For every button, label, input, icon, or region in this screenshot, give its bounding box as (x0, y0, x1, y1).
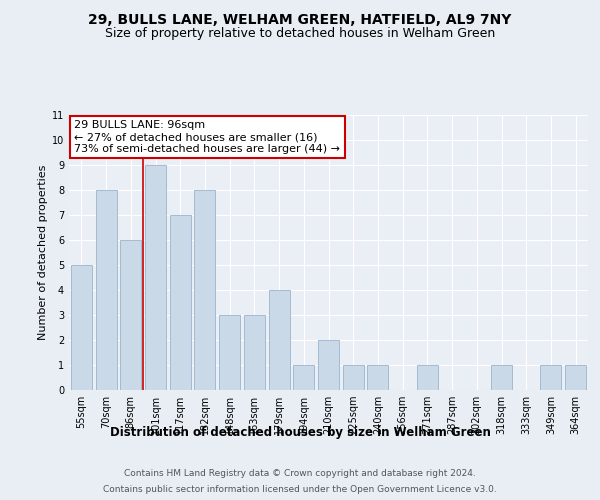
Bar (417, 365, 438, 390)
Text: Size of property relative to detached houses in Welham Green: Size of property relative to detached ho… (105, 28, 495, 40)
Bar (170, 215, 191, 390)
Bar (219, 315, 240, 390)
Bar (71, 265, 92, 390)
Bar (491, 365, 512, 390)
Bar (244, 315, 265, 390)
Bar (269, 290, 290, 390)
Bar (541, 365, 562, 390)
Bar (194, 190, 215, 390)
Bar (565, 365, 586, 390)
Y-axis label: Number of detached properties: Number of detached properties (38, 165, 48, 340)
Text: Contains HM Land Registry data © Crown copyright and database right 2024.: Contains HM Land Registry data © Crown c… (124, 470, 476, 478)
Bar (120, 240, 141, 390)
Bar (95, 190, 116, 390)
Text: 29 BULLS LANE: 96sqm
← 27% of detached houses are smaller (16)
73% of semi-detac: 29 BULLS LANE: 96sqm ← 27% of detached h… (74, 120, 340, 154)
Bar (145, 165, 166, 390)
Bar (367, 365, 388, 390)
Bar (318, 340, 339, 390)
Text: 29, BULLS LANE, WELHAM GREEN, HATFIELD, AL9 7NY: 29, BULLS LANE, WELHAM GREEN, HATFIELD, … (88, 12, 512, 26)
Bar (293, 365, 314, 390)
Text: Contains public sector information licensed under the Open Government Licence v3: Contains public sector information licen… (103, 484, 497, 494)
Text: Distribution of detached houses by size in Welham Green: Distribution of detached houses by size … (110, 426, 490, 439)
Bar (343, 365, 364, 390)
